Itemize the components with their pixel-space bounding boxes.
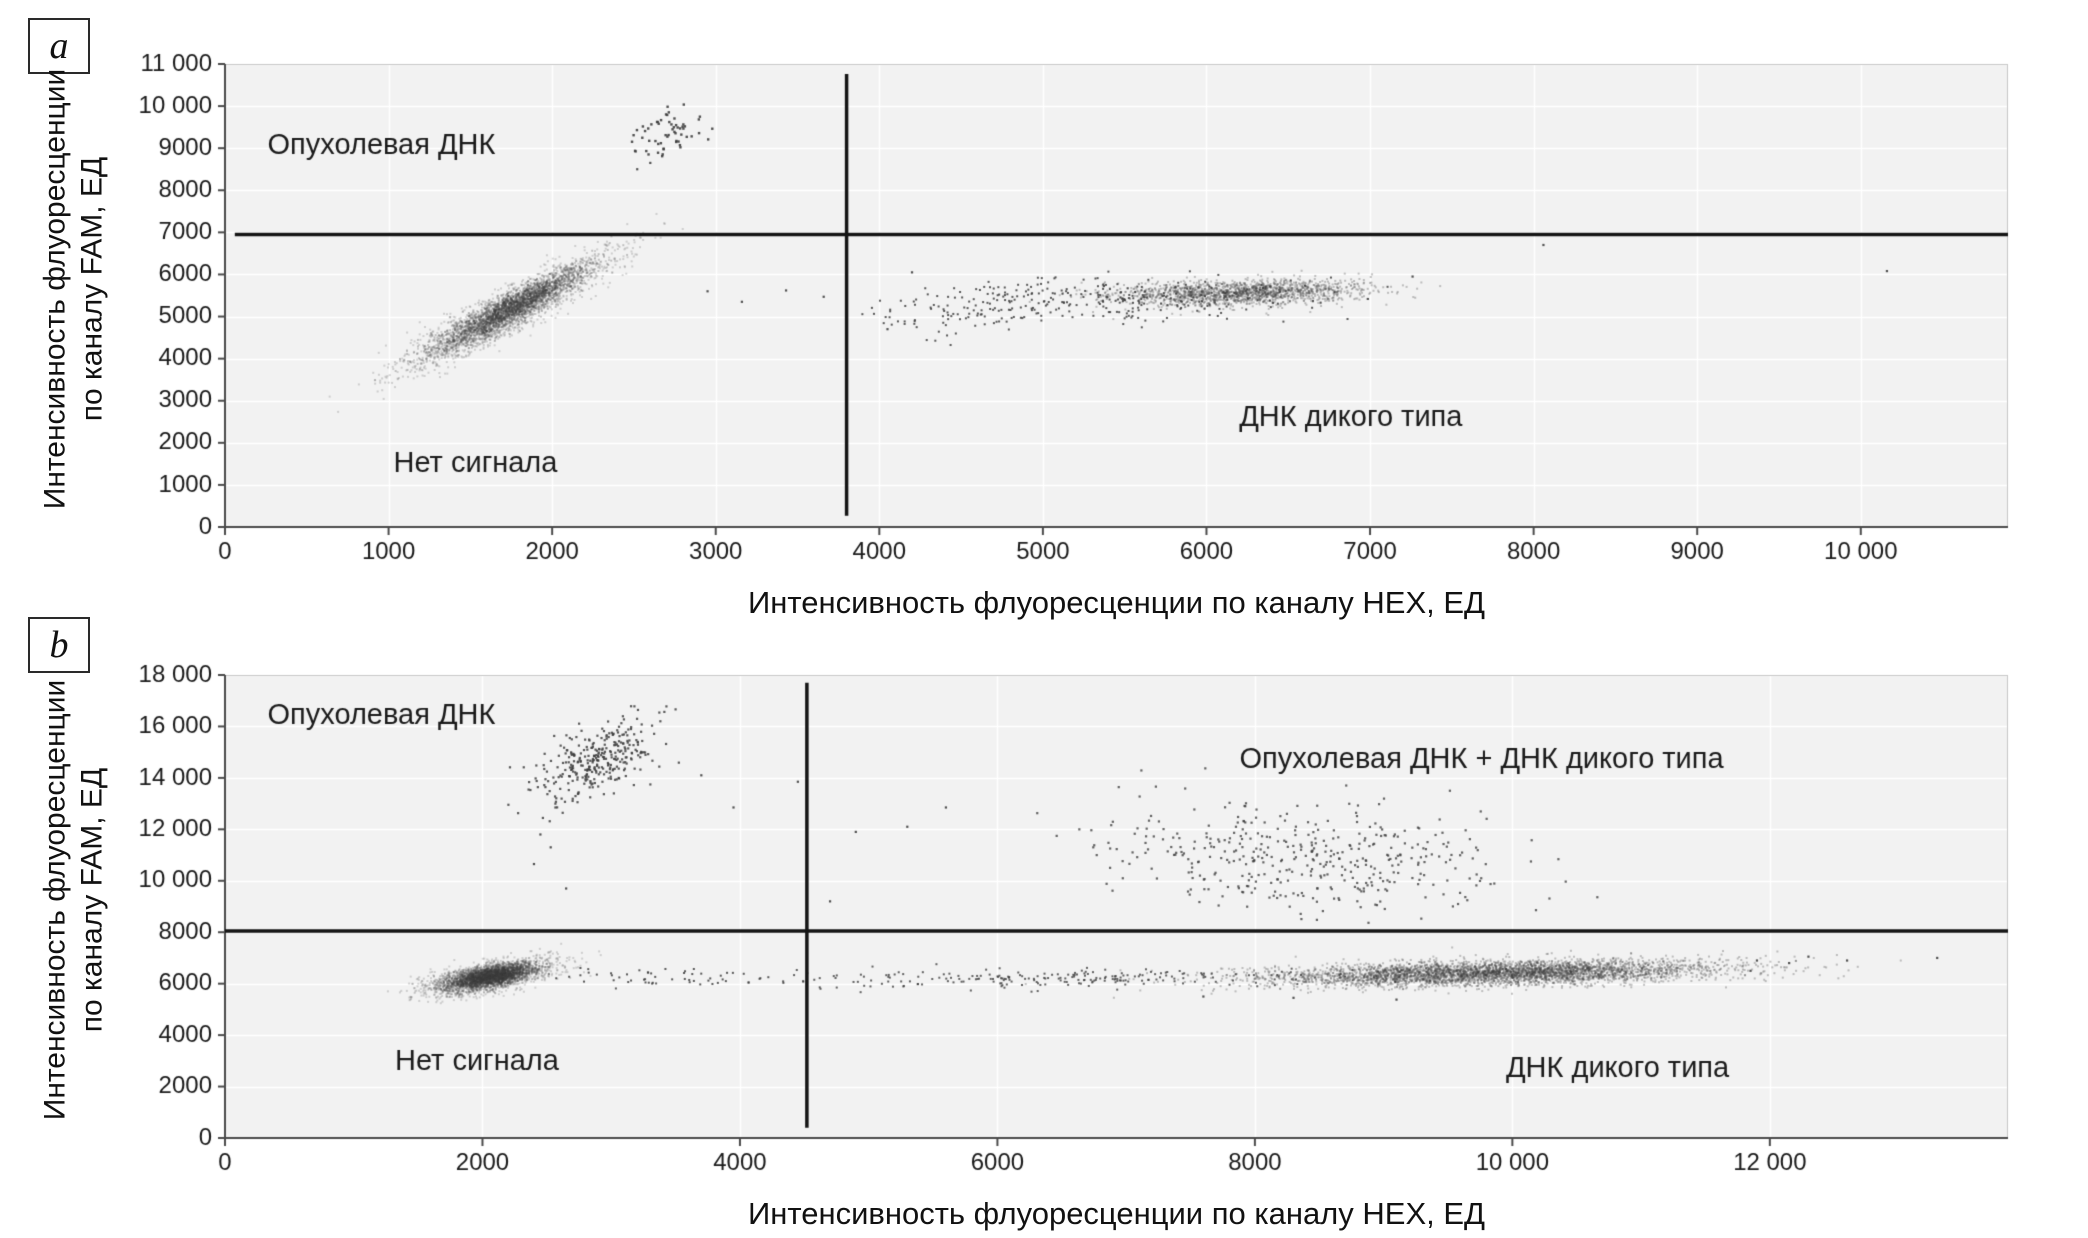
panel-b: b Интенсивность флуоресценции по каналу … — [28, 617, 2088, 1232]
panel-a-ylabel-line2: по каналу FAM, ЕД — [75, 156, 108, 421]
panel-a-tag: a — [28, 18, 90, 74]
panel-a-letter: a — [49, 25, 69, 67]
panel-b-x-axis-title: Интенсивность флуоресценции по каналу HE… — [747, 1196, 1486, 1231]
panel-b-plot-row: Интенсивность флуоресценции по каналу FA… — [28, 661, 2088, 1186]
panel-a-y-axis-title: Интенсивность флуоресценции по каналу FA… — [28, 50, 120, 575]
scatter-plot-b — [120, 661, 2020, 1186]
panel-b-tag: b — [28, 617, 90, 673]
panel-a: a Интенсивность флуоресценции по каналу … — [28, 16, 2088, 621]
scatter-plot-a — [120, 50, 2020, 575]
panel-a-plot-row: Интенсивность флуоресценции по каналу FA… — [28, 50, 2088, 575]
panel-b-letter: b — [49, 624, 69, 666]
panel-b-ylabel-line2: по каналу FAM, ЕД — [75, 767, 108, 1032]
panel-b-y-axis-title: Интенсивность флуоресценции по каналу FA… — [28, 661, 120, 1186]
panel-a-x-axis-title: Интенсивность флуоресценции по каналу HE… — [747, 585, 1486, 620]
panel-b-ylabel-line1: Интенсивность флуоресценции — [38, 679, 72, 1120]
panel-a-ylabel-line1: Интенсивность флуоресценции — [38, 68, 72, 509]
